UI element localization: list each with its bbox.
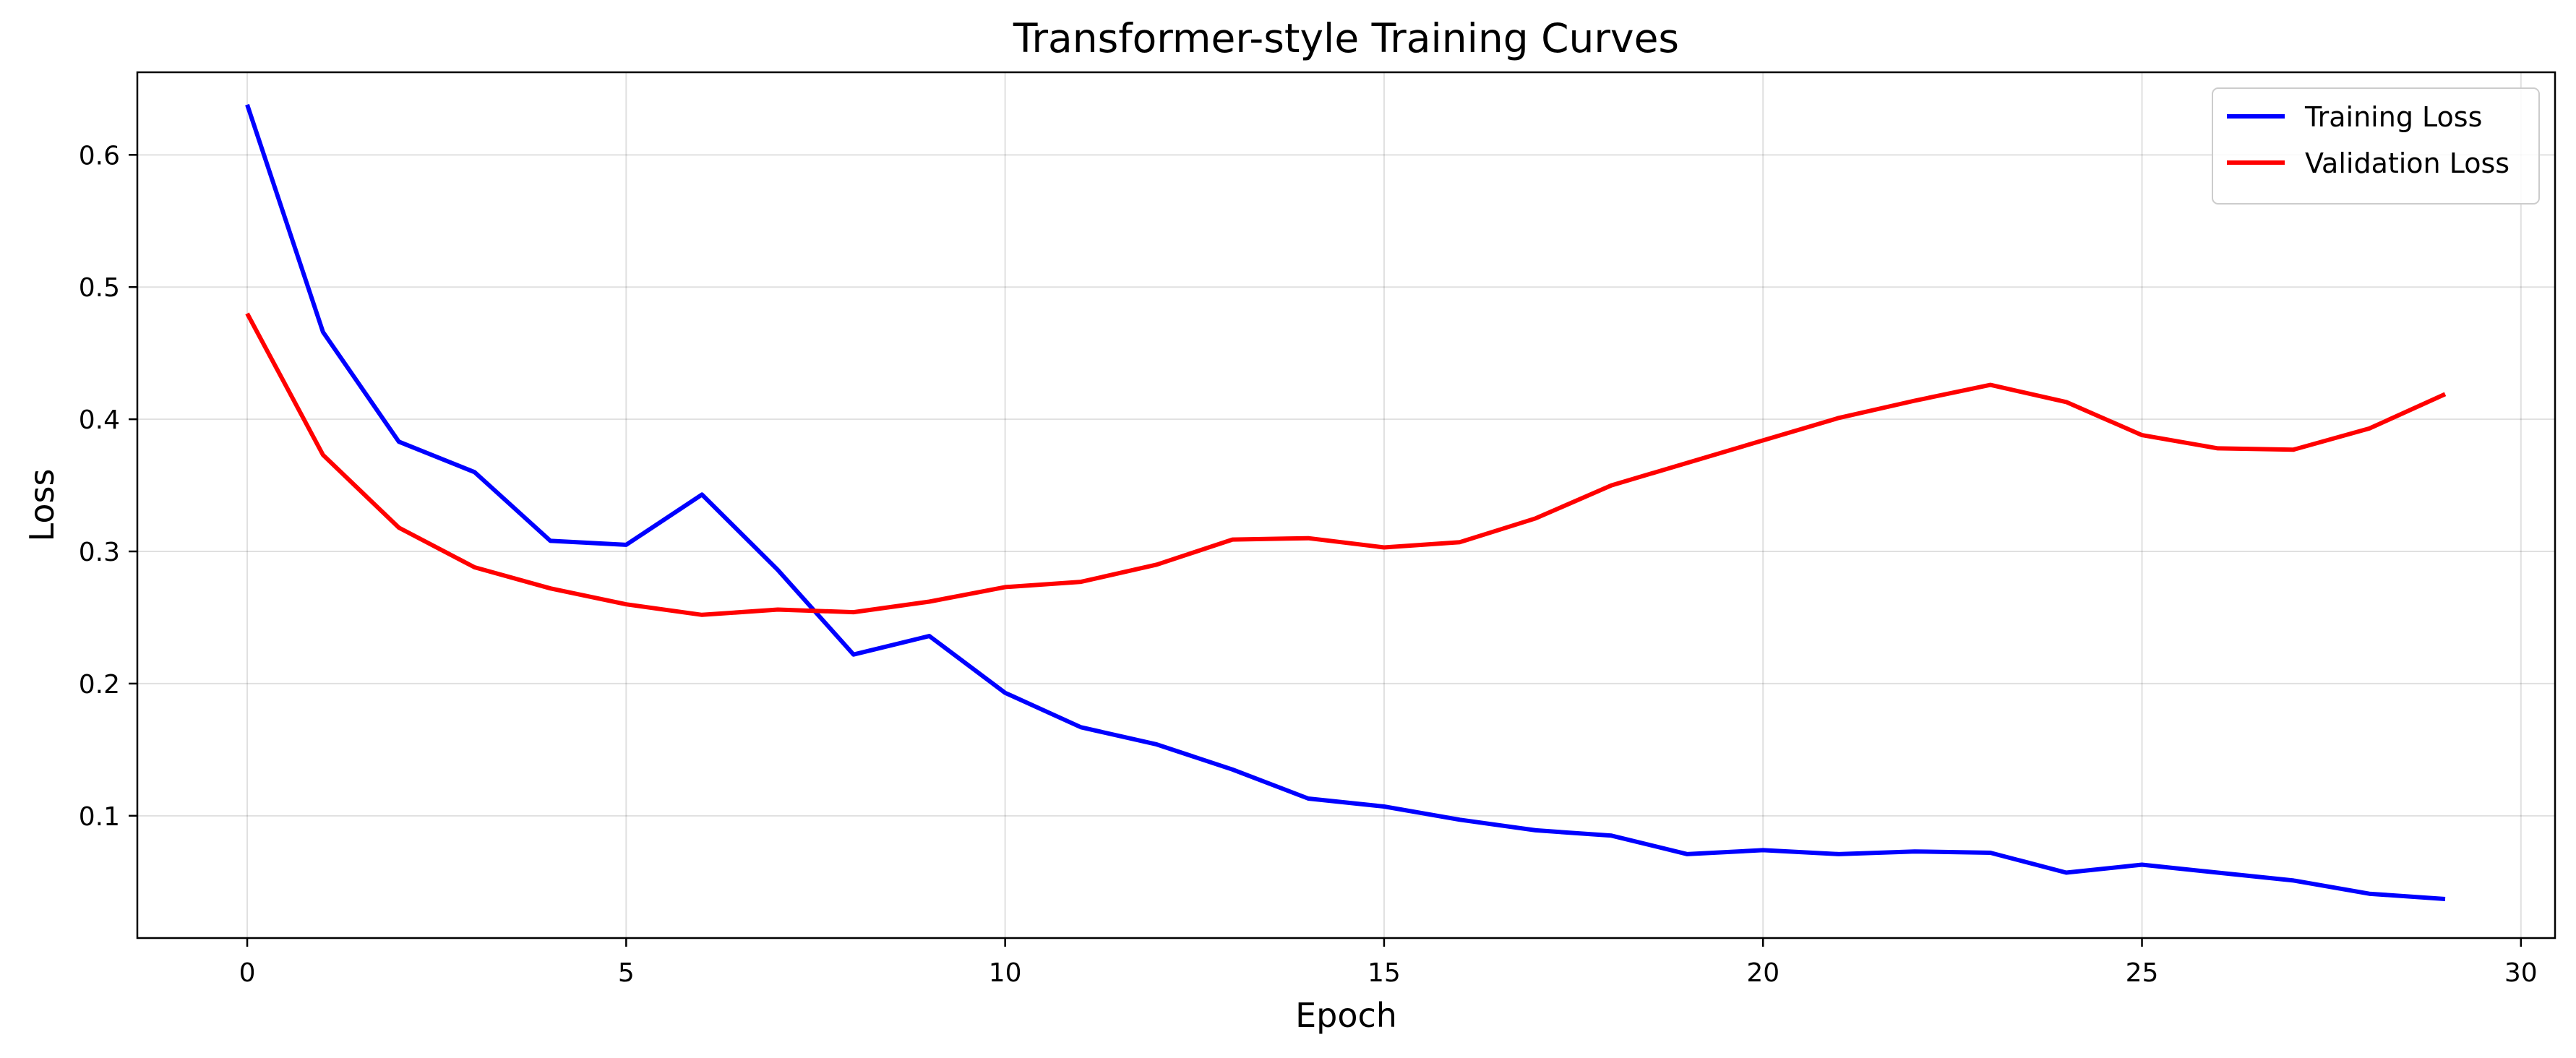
y-tick-label-1: 0.2 [79,670,120,700]
y-tick-label-5: 0.6 [79,141,120,171]
x-tick-label-1: 5 [618,958,635,988]
legend-box [2212,87,2540,205]
x-axis-label: Epoch [1295,996,1397,1035]
series-lines [245,103,2447,901]
legend-label-training-loss: Training Loss [2304,101,2482,133]
x-tick-label-3: 15 [1368,958,1401,988]
series-line-validation-loss [245,312,2447,617]
axis-ticks: 0 5 10 15 20 25 30 0.1 0.2 0.3 0.4 0.5 0.6 [79,141,2538,988]
x-tick-label-2: 10 [989,958,1022,988]
legend-label-validation-loss: Validation Loss [2305,147,2510,179]
plot-frame [136,71,2556,939]
x-tick-label-5: 25 [2126,958,2159,988]
y-axis-label: Loss [22,469,61,542]
y-tick-label-2: 0.3 [79,538,120,567]
y-tick-label-3: 0.4 [79,405,120,435]
x-tick-label-6: 30 [2504,958,2538,988]
chart-title: Transformer-style Training Curves [1013,15,1679,61]
x-tick-label-4: 20 [1746,958,1779,988]
grid [137,72,2555,938]
x-tick-label-0: 0 [239,958,256,988]
legend: Training Loss Validation Loss [2212,87,2540,205]
series-line-training-loss [245,103,2446,901]
y-tick-label-4: 0.5 [79,273,120,303]
y-tick-label-0: 0.1 [79,802,120,832]
